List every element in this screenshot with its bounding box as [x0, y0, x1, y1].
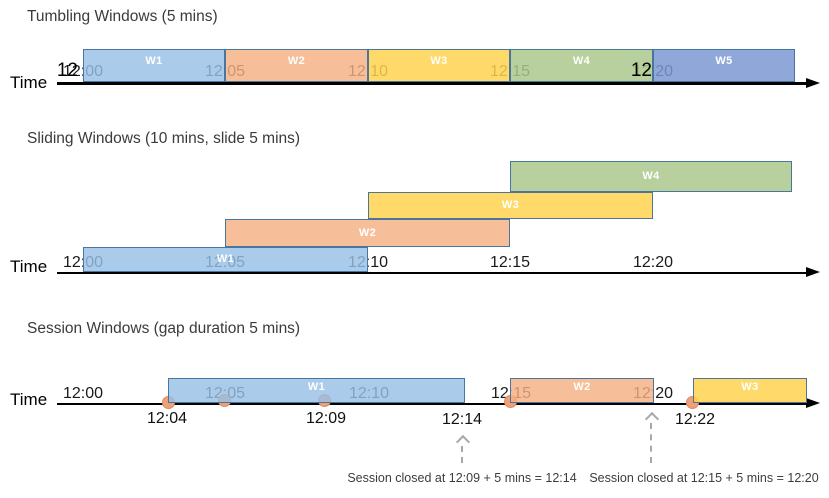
event-time-label: 12:04 [146, 410, 188, 427]
window-label: W1 [307, 381, 326, 393]
window-w2: W2 [225, 49, 368, 82]
window-label: W1 [216, 253, 235, 265]
window-w3: W3 [693, 378, 807, 403]
section-title: Tumbling Windows (5 mins) [27, 8, 218, 25]
window-w1: W1 [83, 247, 368, 272]
hour-overlay-label: 12 [630, 60, 652, 81]
window-w1: W1 [83, 49, 225, 82]
window-w5: W5 [653, 49, 795, 82]
hour-overlay-label: 12 [56, 60, 78, 81]
window-w1: W1 [168, 378, 465, 403]
window-label: W2 [358, 226, 377, 239]
time-axis-label: Time [10, 257, 48, 276]
event-time-label: 12:22 [674, 411, 716, 428]
session-close-note: Session closed at 12:09 + 5 mins = 12:14 [347, 471, 577, 485]
time-axis-line [57, 82, 808, 85]
time-axis-line [57, 403, 808, 405]
session-close-note: Session closed at 12:15 + 5 mins = 12:20 [589, 471, 819, 485]
tick-label: 12:20 [632, 254, 674, 271]
window-w3: W3 [368, 49, 510, 82]
tick-label: 12:15 [489, 254, 531, 271]
event-time-label: 12:14 [441, 411, 483, 428]
dashed-arrow-stem [461, 446, 463, 463]
dashed-arrow-head-icon [455, 434, 471, 450]
window-w4: W4 [510, 49, 653, 82]
event-time-label: 12:09 [305, 410, 347, 427]
dashed-arrow-head-icon [644, 411, 660, 427]
window-label: W5 [715, 55, 733, 67]
window-label: W1 [145, 55, 163, 67]
axis-arrowhead-icon [806, 267, 820, 277]
window-label: W4 [642, 170, 660, 182]
window-w4: W4 [510, 161, 792, 192]
time-axis-line [57, 272, 808, 274]
tick-label: 12:00 [62, 385, 104, 402]
dashed-arrow-stem [650, 423, 652, 463]
window-label: W3 [741, 381, 759, 393]
section-title: Sliding Windows (10 mins, slide 5 mins) [27, 130, 301, 147]
section-title: Session Windows (gap duration 5 mins) [27, 320, 301, 337]
window-label: W4 [572, 55, 591, 67]
time-axis-label: Time [10, 73, 48, 92]
window-w3: W3 [368, 192, 653, 219]
axis-arrowhead-icon [806, 398, 820, 408]
window-w2: W2 [225, 219, 510, 247]
window-w2: W2 [510, 378, 654, 403]
window-label: W3 [501, 199, 520, 211]
window-label: W2 [573, 381, 591, 393]
window-label: W2 [287, 55, 306, 67]
window-label: W3 [430, 55, 448, 67]
axis-arrowhead-icon [806, 78, 820, 88]
time-axis-label: Time [10, 390, 48, 409]
